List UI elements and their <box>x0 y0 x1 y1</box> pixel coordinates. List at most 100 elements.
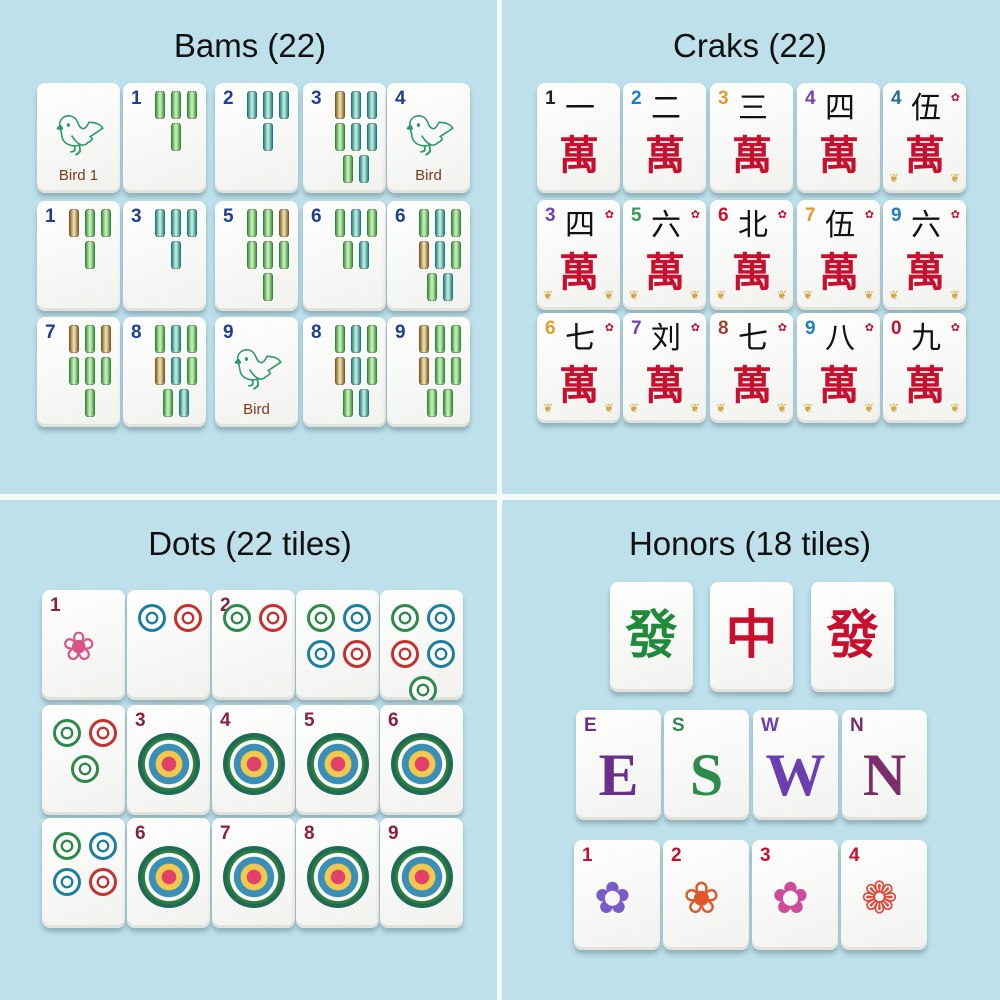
crak-tile[interactable]: 0 九萬 ✿ ❦ ❦ <box>883 313 966 423</box>
tile-number: 6 <box>135 823 146 844</box>
dragon-character: 發 <box>625 605 678 666</box>
wind-letter: W <box>765 742 826 808</box>
dot-tile[interactable] <box>127 590 210 700</box>
bam-tile[interactable]: 6 <box>387 201 470 311</box>
dot-group <box>390 604 456 700</box>
bamboo-sticks <box>243 91 293 151</box>
bams-title: Bams (22) <box>173 27 327 64</box>
bamboo-stick-icon <box>155 209 165 237</box>
dot-tile[interactable]: 2 <box>212 590 295 700</box>
crak-tile[interactable]: 8 七萬 ✿ ❦ ❦ <box>710 313 793 423</box>
dot-tile[interactable]: 6 <box>127 818 210 928</box>
dot-tile[interactable] <box>380 590 463 700</box>
bam-tile[interactable]: 6 <box>303 201 386 311</box>
bamboo-stick-icon <box>435 357 445 385</box>
pink-flower-icon: ✿ <box>772 873 809 924</box>
bamboo-stick-icon <box>443 389 453 417</box>
dot-tile[interactable]: 9 <box>380 818 463 928</box>
dragon-tile[interactable]: 發 <box>610 582 693 692</box>
bam-tile[interactable]: 3 <box>123 201 206 311</box>
circle-dot-icon <box>409 676 437 700</box>
crak-tile[interactable]: 5 六萬 ✿ ❦ ❦ <box>623 200 706 310</box>
bamboo-stick-icon <box>419 209 429 237</box>
tile-number: 6 <box>718 205 729 226</box>
bamboo-stick-icon <box>69 357 79 385</box>
bam-tile[interactable]: 8 <box>303 317 386 427</box>
crak-tile[interactable]: 3 四萬 ✿ ❦ ❦ <box>537 200 620 310</box>
dot-tile[interactable] <box>42 705 125 815</box>
crak-tile[interactable]: 4 伍萬 ✿ ❦ ❦ <box>883 83 966 193</box>
bamboo-stick-icon <box>101 325 111 353</box>
bam-tile[interactable]: 1 <box>37 201 120 311</box>
bam-tile[interactable]: 2 <box>215 83 298 193</box>
bamboo-stick-icon <box>263 123 273 151</box>
circle-dot-icon <box>174 604 202 632</box>
bamboo-stick-icon <box>85 389 95 417</box>
tile-number: 6 <box>311 206 322 227</box>
bamboo-stick-icon <box>179 389 189 417</box>
bam-tile[interactable]: 🐦︎ Bird 1 <box>37 83 120 193</box>
bam-tile[interactable]: 9 <box>387 317 470 427</box>
tile-number: 3 <box>311 88 322 109</box>
bamboo-stick-icon <box>85 241 95 269</box>
bird-label: Bird 1 <box>58 167 99 184</box>
bamboo-stick-icon <box>335 325 345 353</box>
dot-tile[interactable] <box>296 590 379 700</box>
bamboo-stick-icon <box>171 325 181 353</box>
flower-tile[interactable]: 4 ❁ <box>841 840 927 950</box>
bamboo-stick-icon <box>187 357 197 385</box>
bamboo-stick-icon <box>451 325 461 353</box>
bamboo-sticks <box>415 325 465 417</box>
dot-tile[interactable]: 5 <box>296 705 379 815</box>
seal-icon: ✿ <box>690 321 700 334</box>
tile-number: 8 <box>311 322 322 343</box>
crak-tile[interactable]: 7 刘萬 ✿ ❦ ❦ <box>623 313 706 423</box>
seal-icon: ✿ <box>950 208 960 221</box>
bam-tile[interactable]: 5 <box>215 201 298 311</box>
dragon-tile[interactable]: 發 <box>811 582 894 692</box>
bamboo-sticks <box>151 91 201 151</box>
gold-ornament-icon: ❦ <box>716 401 727 415</box>
gold-ornament-icon: ❦ <box>603 288 614 302</box>
dot-tile[interactable] <box>42 818 125 928</box>
crak-tile[interactable]: 6 北萬 ✿ ❦ ❦ <box>710 200 793 310</box>
dot-tile[interactable]: 4 <box>212 705 295 815</box>
bam-tile[interactable]: 3 <box>303 83 386 193</box>
bamboo-stick-icon <box>171 357 181 385</box>
crak-numeral: 四 <box>825 91 855 126</box>
dot-tile[interactable]: 3 <box>127 705 210 815</box>
tile-number: 4 <box>849 845 860 866</box>
dot-tile[interactable]: 8 <box>296 818 379 928</box>
circle-dot-icon <box>307 604 335 632</box>
crak-tile[interactable]: 6 七萬 ✿ ❦ ❦ <box>537 313 620 423</box>
wan-character: 萬 <box>732 362 772 409</box>
bamboo-stick-icon <box>69 325 79 353</box>
bam-tile[interactable]: 8 <box>123 317 206 427</box>
windmill-lotus-icon: ❀ <box>62 624 96 670</box>
flower-tile[interactable]: 3 ✿ <box>752 840 838 950</box>
dot-tile[interactable]: 6 <box>380 705 463 815</box>
lotus-medallion-icon <box>307 733 369 795</box>
bam-tile[interactable]: 1 <box>123 83 206 193</box>
dragon-tile[interactable]: 中 <box>710 582 793 692</box>
dot-tile[interactable]: 7 <box>212 818 295 928</box>
gold-ornament-icon: ❦ <box>629 288 640 302</box>
bam-tile[interactable]: 7 <box>37 317 120 427</box>
flower-tile[interactable]: 1 ✿ <box>574 840 660 950</box>
flower-tile[interactable]: 2 ❀ <box>663 840 749 950</box>
crak-tile[interactable]: 9 八萬 ✿ ❦ ❦ <box>797 313 880 423</box>
dot-tile[interactable]: 1 ❀ <box>42 590 125 700</box>
crak-tile[interactable]: 7 伍萬 ✿ ❦ ❦ <box>797 200 880 310</box>
crak-tile[interactable]: 9 六萬 ✿ ❦ ❦ <box>883 200 966 310</box>
dot-group <box>52 719 118 783</box>
bam-tile[interactable]: 9 🐦︎ Bird <box>215 317 298 427</box>
bam-tile[interactable]: 4 🐦︎ Bird <box>387 83 470 193</box>
